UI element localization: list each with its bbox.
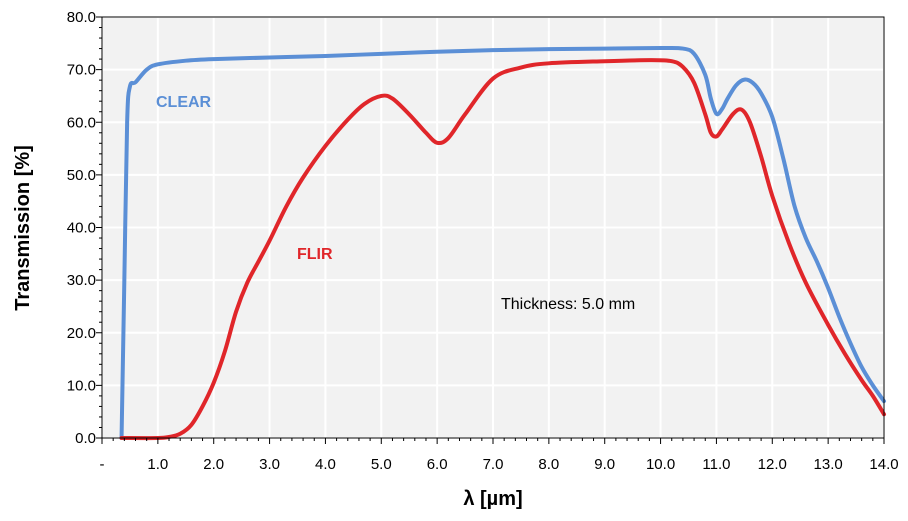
y-tick-labels: 0.0 10.0 20.0 30.0 40.0 50.0 60.0 70.0 80.0 bbox=[67, 9, 96, 447]
x-tick-label: 3.0 bbox=[259, 456, 280, 473]
x-tick-labels: - 1.0 2.0 3.0 4.0 5.0 6.0 7.0 8.0 9.0 10.0 11.0 12.0… bbox=[100, 456, 899, 473]
series-line-clear bbox=[119, 45, 886, 440]
x-tick-label: 8.0 bbox=[538, 456, 559, 473]
y-tick-label: 70.0 bbox=[67, 62, 96, 79]
x-tick-label: 2.0 bbox=[203, 456, 224, 473]
x-tick-label: 14.0 bbox=[869, 456, 898, 473]
y-tick-label: 60.0 bbox=[67, 114, 96, 131]
y-tick-label: 50.0 bbox=[67, 167, 96, 184]
x-tick-label: 10.0 bbox=[646, 456, 675, 473]
x-axis-title: λ [µm] bbox=[463, 488, 522, 510]
series-label-clear: CLEAR bbox=[156, 94, 212, 111]
x-tick-label: 11.0 bbox=[702, 456, 730, 473]
series-layer bbox=[119, 45, 886, 441]
x-tick-label: - bbox=[100, 456, 105, 473]
x-tick-label: 12.0 bbox=[758, 456, 787, 473]
thickness-annotation: Thickness: 5.0 mm bbox=[501, 296, 635, 313]
x-tick-label: 7.0 bbox=[483, 456, 504, 473]
y-tick-label: 40.0 bbox=[67, 220, 96, 237]
series-label-flir: FLIR bbox=[297, 246, 333, 263]
x-tick-label: 1.0 bbox=[147, 456, 168, 473]
y-axis-title: Transmission [%] bbox=[12, 145, 34, 311]
tick-marks bbox=[96, 16, 885, 444]
y-tick-label: 30.0 bbox=[67, 272, 96, 289]
x-tick-label: 13.0 bbox=[814, 456, 843, 473]
y-tick-label: 80.0 bbox=[67, 9, 96, 26]
series-line-flir bbox=[119, 58, 886, 441]
x-tick-label: 5.0 bbox=[371, 456, 392, 473]
y-tick-label: 0.0 bbox=[75, 430, 96, 447]
x-tick-label: 6.0 bbox=[427, 456, 448, 473]
y-tick-label: 10.0 bbox=[67, 377, 96, 394]
x-tick-label: 9.0 bbox=[594, 456, 615, 473]
y-tick-label: 20.0 bbox=[67, 325, 96, 342]
x-tick-label: 4.0 bbox=[315, 456, 336, 473]
